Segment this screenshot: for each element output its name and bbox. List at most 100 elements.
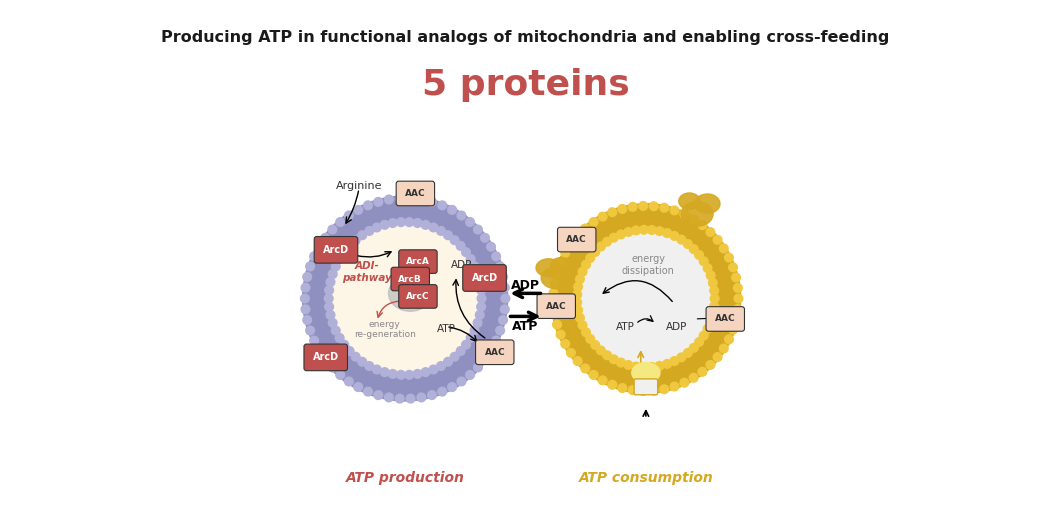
Circle shape: [581, 260, 591, 269]
Circle shape: [351, 352, 360, 361]
Circle shape: [325, 302, 333, 311]
Circle shape: [689, 344, 698, 352]
Circle shape: [500, 283, 509, 292]
Circle shape: [677, 353, 685, 362]
Text: ATP production: ATP production: [346, 471, 465, 485]
Circle shape: [492, 336, 500, 345]
Circle shape: [640, 226, 648, 234]
Circle shape: [639, 201, 647, 210]
Circle shape: [405, 370, 414, 379]
Circle shape: [354, 383, 363, 391]
Circle shape: [374, 391, 383, 400]
Circle shape: [598, 376, 607, 385]
Circle shape: [734, 294, 743, 303]
Circle shape: [480, 355, 490, 364]
Bar: [638, 365, 654, 388]
Circle shape: [470, 262, 479, 271]
Circle shape: [714, 235, 722, 244]
Text: ATP: ATP: [512, 320, 539, 333]
Circle shape: [574, 282, 582, 291]
Circle shape: [731, 273, 740, 282]
Circle shape: [699, 331, 708, 340]
Circle shape: [448, 383, 456, 391]
Circle shape: [553, 268, 561, 277]
Circle shape: [734, 305, 742, 314]
Circle shape: [328, 225, 336, 234]
Circle shape: [345, 211, 353, 220]
Circle shape: [474, 363, 482, 372]
Text: AAC: AAC: [485, 348, 506, 357]
Circle shape: [561, 340, 570, 348]
Circle shape: [372, 365, 382, 374]
Circle shape: [326, 278, 335, 286]
Circle shape: [331, 262, 341, 271]
Text: Arginine: Arginine: [336, 181, 383, 191]
Circle shape: [576, 314, 584, 322]
Circle shape: [306, 262, 314, 271]
Circle shape: [380, 368, 389, 376]
Circle shape: [496, 326, 504, 335]
FancyBboxPatch shape: [391, 267, 430, 291]
FancyBboxPatch shape: [462, 265, 507, 291]
Circle shape: [573, 232, 582, 240]
Circle shape: [556, 258, 565, 267]
Circle shape: [590, 218, 598, 227]
Circle shape: [703, 264, 712, 272]
Circle shape: [303, 196, 508, 401]
Circle shape: [306, 326, 314, 335]
Circle shape: [734, 284, 742, 293]
Circle shape: [680, 210, 688, 218]
Circle shape: [618, 204, 626, 213]
Circle shape: [467, 255, 475, 263]
Circle shape: [310, 336, 318, 345]
Circle shape: [671, 232, 679, 241]
Circle shape: [501, 294, 510, 303]
Circle shape: [660, 203, 668, 212]
Circle shape: [461, 340, 471, 349]
FancyBboxPatch shape: [304, 344, 348, 371]
Circle shape: [628, 202, 637, 211]
Circle shape: [365, 362, 374, 370]
Circle shape: [551, 204, 741, 393]
Circle shape: [429, 223, 438, 232]
Circle shape: [585, 335, 595, 344]
Circle shape: [709, 302, 719, 311]
Circle shape: [477, 302, 486, 311]
Circle shape: [444, 231, 452, 239]
Circle shape: [581, 364, 590, 373]
Circle shape: [365, 227, 374, 235]
Circle shape: [364, 201, 372, 210]
Circle shape: [573, 290, 581, 299]
Circle shape: [331, 326, 341, 335]
Circle shape: [457, 377, 466, 386]
Circle shape: [706, 317, 715, 326]
Circle shape: [731, 315, 740, 324]
Circle shape: [677, 235, 685, 244]
Circle shape: [695, 338, 703, 347]
Circle shape: [650, 386, 658, 395]
Circle shape: [315, 346, 324, 354]
Text: ATP: ATP: [436, 324, 455, 334]
Circle shape: [551, 310, 559, 319]
Circle shape: [719, 244, 728, 253]
Circle shape: [714, 353, 722, 362]
Circle shape: [325, 294, 333, 303]
Text: ArcC: ArcC: [406, 292, 430, 301]
Ellipse shape: [695, 194, 720, 213]
Ellipse shape: [632, 363, 660, 383]
Circle shape: [639, 387, 647, 396]
Circle shape: [500, 305, 509, 314]
Circle shape: [578, 267, 586, 276]
Circle shape: [549, 299, 558, 308]
Circle shape: [473, 270, 482, 279]
Ellipse shape: [551, 258, 572, 273]
FancyBboxPatch shape: [396, 181, 434, 206]
Circle shape: [421, 220, 430, 229]
Circle shape: [553, 320, 561, 329]
Circle shape: [683, 349, 693, 357]
Circle shape: [346, 242, 354, 250]
Circle shape: [395, 394, 404, 403]
Circle shape: [328, 363, 336, 372]
Circle shape: [331, 224, 479, 373]
Circle shape: [436, 227, 446, 235]
